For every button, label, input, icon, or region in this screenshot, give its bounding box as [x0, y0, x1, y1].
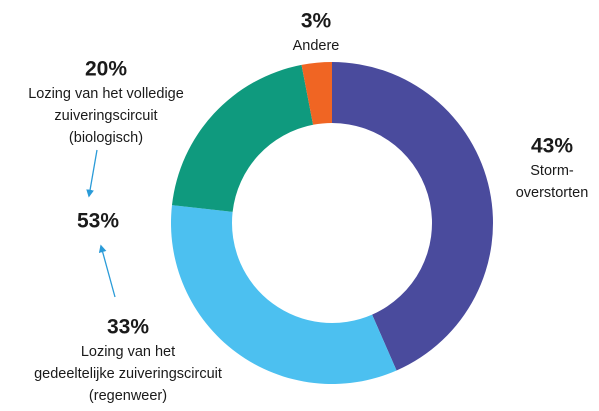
value-label: 3% — [301, 10, 332, 33]
category-label: zuiveringscircuit — [54, 108, 157, 124]
category-label: Andere — [293, 38, 340, 54]
category-label: Lozing van het — [81, 344, 175, 360]
category-label: Lozing van het volledige — [28, 86, 184, 102]
category-label: (regenweer) — [89, 388, 167, 404]
donut-segment — [171, 205, 397, 384]
category-label: (biologisch) — [69, 130, 143, 146]
arrow — [98, 244, 116, 298]
value-label: 43% — [531, 135, 573, 158]
donut-segment — [301, 62, 332, 125]
arrow — [86, 149, 98, 198]
category-label: gedeeltelijke zuiveringscircuit — [34, 366, 222, 382]
category-label: Storm- — [530, 163, 574, 179]
value-label: 20% — [85, 58, 127, 81]
annotation: 53% — [77, 210, 119, 233]
donut-segment — [171, 64, 314, 212]
category-label: overstorten — [516, 185, 589, 201]
donut-segment — [332, 62, 494, 371]
value-label: 33% — [107, 316, 149, 339]
